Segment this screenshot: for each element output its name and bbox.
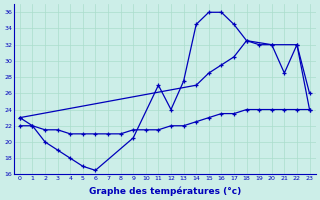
X-axis label: Graphe des températures (°c): Graphe des températures (°c) <box>89 186 241 196</box>
